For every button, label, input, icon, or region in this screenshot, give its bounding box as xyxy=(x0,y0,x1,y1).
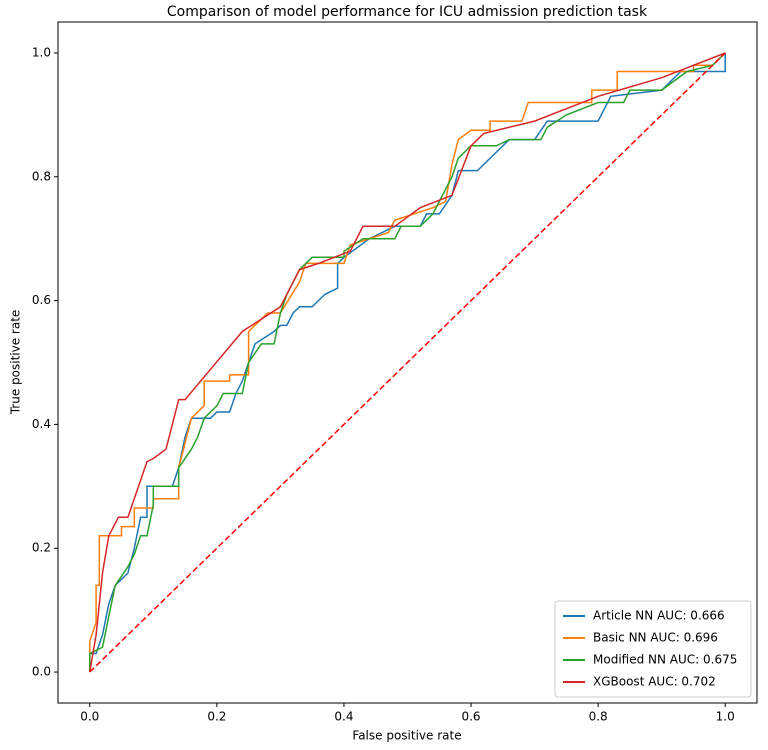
x-tick-label: 0.4 xyxy=(334,710,353,724)
x-tick-label: 0.0 xyxy=(80,710,99,724)
x-tick-label: 0.6 xyxy=(461,710,480,724)
x-tick-label: 1.0 xyxy=(716,710,735,724)
legend-label: Basic NN AUC: 0.696 xyxy=(593,631,718,645)
y-tick-label: 0.4 xyxy=(32,417,51,431)
plot-frame xyxy=(57,21,758,704)
diagonal-line xyxy=(89,52,726,673)
y-tick-label: 0.8 xyxy=(32,169,51,183)
roc-line xyxy=(89,52,726,673)
y-tick-label: 0.6 xyxy=(32,293,51,307)
legend-box xyxy=(554,600,752,698)
x-tick-label: 0.2 xyxy=(207,710,226,724)
y-tick-label: 1.0 xyxy=(32,45,51,59)
y-axis-label: True positive rate xyxy=(9,310,23,416)
x-tick-label: 0.8 xyxy=(589,710,608,724)
chart-title: Comparison of model performance for ICU … xyxy=(167,4,648,20)
roc-line xyxy=(89,52,726,672)
x-axis-label: False positive rate xyxy=(352,729,461,743)
legend-label: Modified NN AUC: 0.675 xyxy=(593,653,737,667)
legend-label: Article NN AUC: 0.666 xyxy=(593,609,725,623)
y-tick-label: 0.0 xyxy=(32,665,51,679)
y-tick-label: 0.2 xyxy=(32,541,51,555)
legend-label: XGBoost AUC: 0.702 xyxy=(593,675,716,689)
